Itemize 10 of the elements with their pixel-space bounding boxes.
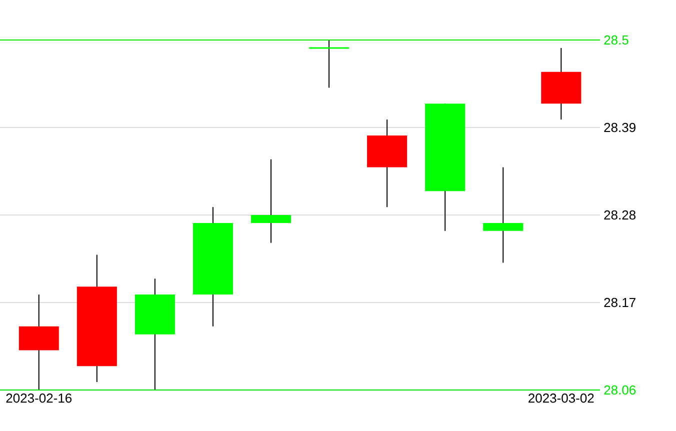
y-tick-label: 28.5 — [604, 35, 628, 45]
y-tick-label: 28.06 — [604, 385, 636, 395]
y-tick-label: 28.39 — [604, 122, 636, 132]
y-tick-label: 28.17 — [604, 298, 636, 308]
x-tick-label: 2023-03-02 — [528, 394, 594, 403]
candlestick — [483, 166, 524, 264]
y-tick-label: 28.28 — [604, 210, 636, 220]
candlestick — [250, 158, 292, 244]
candlestick — [308, 40, 350, 88]
x-tick-label: 2023-02-16 — [6, 394, 72, 403]
